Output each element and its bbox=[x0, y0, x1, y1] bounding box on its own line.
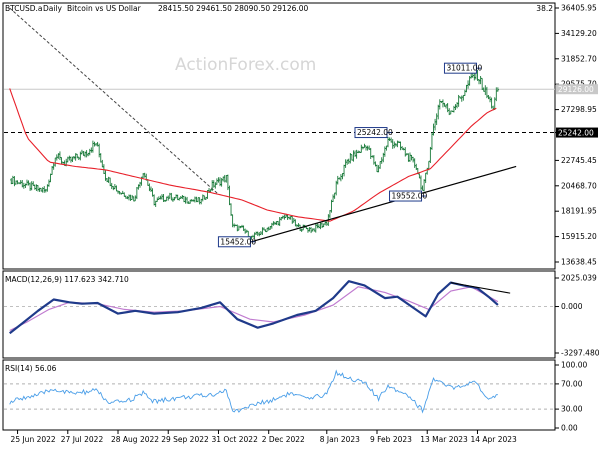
date-tick-label: 27 Jul 2022 bbox=[61, 435, 104, 444]
price-tick-label: 13638.45 bbox=[561, 258, 597, 267]
price-annotation: 15452.00 bbox=[217, 236, 256, 248]
annotation-label: 15452.00 bbox=[220, 237, 256, 246]
date-tick-label: 31 Oct 2022 bbox=[211, 435, 258, 444]
support-trendline bbox=[251, 165, 517, 243]
macd-title: MACD(12,26,9) 117.623 342.710 bbox=[5, 275, 129, 284]
annotation-box bbox=[443, 62, 477, 74]
date-tick-label: 2 Dec 2022 bbox=[262, 435, 305, 444]
macd-panel-frame bbox=[2, 270, 556, 359]
rsi-tick-label: 70.00 bbox=[561, 379, 583, 388]
date-tick-label: 8 Jan 2023 bbox=[320, 435, 360, 444]
price-tick-label: 27298.95 bbox=[561, 105, 597, 114]
price-tick-label: 20468.70 bbox=[561, 181, 597, 190]
price-tick-label: 15915.20 bbox=[561, 232, 597, 241]
price-tick-label: 22745.45 bbox=[561, 156, 597, 165]
header-ohlc: 28415.50 29461.50 28090.50 29126.00 bbox=[158, 4, 309, 13]
macd-divergence-line bbox=[450, 282, 511, 294]
macd-tick-label: 0.000 bbox=[561, 302, 583, 311]
price-annotation: 25242.00 bbox=[354, 127, 393, 139]
macd-line bbox=[9, 280, 499, 335]
rsi-tick-label: 30.00 bbox=[561, 405, 583, 414]
rsi-line bbox=[9, 369, 498, 414]
moving-average-line bbox=[9, 88, 497, 222]
watermark: ActionForex.com bbox=[175, 55, 316, 75]
rsi-panel-frame bbox=[2, 359, 556, 431]
date-tick-label: 9 Feb 2023 bbox=[370, 435, 412, 444]
rsi-title: RSI(14) 56.06 bbox=[5, 364, 57, 373]
date-axis: 25 Jun 2022 27 Jul 2022 28 Aug 2022 29 Sep … bbox=[11, 430, 517, 444]
annotation-label: 31011.00 bbox=[446, 64, 482, 73]
price-panel-frame bbox=[2, 2, 556, 270]
date-tick-label: 25 Jun 2022 bbox=[11, 435, 56, 444]
date-tick-label: 28 Aug 2022 bbox=[111, 435, 159, 444]
annotation-box bbox=[389, 190, 423, 202]
header-symbol: BTCUSD.a bbox=[5, 4, 43, 13]
date-tick-label: 13 Mar 2023 bbox=[420, 435, 468, 444]
price-plot: 31011.00 25242.00 19552.00 15452.00 bbox=[4, 7, 555, 248]
macd-tick-label: -3297.480 bbox=[561, 349, 600, 358]
ohlc-bar bbox=[496, 87, 500, 92]
price-annotation: 31011.00 bbox=[443, 62, 482, 74]
chart-header: BTCUSD.a Daily Bitcoin vs US Dollar 2841… bbox=[5, 4, 309, 13]
macd-tick-label: 2025.039 bbox=[561, 274, 597, 283]
rsi-tick-label: 0.00 bbox=[561, 424, 578, 433]
price-axis: 36405.95 34129.20 31852.70 29575.70 27298.95… bbox=[555, 4, 598, 267]
price-annotation: 19552.00 bbox=[389, 190, 428, 202]
rsi-plot: 100.00 70.00 30.00 0.00 bbox=[4, 361, 587, 433]
level-price-box bbox=[556, 127, 598, 138]
level-price-label: 25242.00 bbox=[558, 129, 594, 138]
header-corner-value: 38.2 bbox=[536, 4, 553, 13]
annotation-box bbox=[354, 127, 388, 139]
annotation-label: 25242.00 bbox=[357, 128, 393, 137]
date-tick-label: 14 Apr 2023 bbox=[470, 435, 517, 444]
price-tick-label: 34129.20 bbox=[561, 29, 597, 38]
price-tick-label: 29575.70 bbox=[561, 80, 597, 89]
current-price-label: 29126.00 bbox=[558, 85, 594, 94]
current-price-box bbox=[556, 84, 598, 95]
header-timeframe: Daily bbox=[43, 4, 63, 13]
annotation-label: 19552.00 bbox=[392, 192, 428, 201]
header-description: Bitcoin vs US Dollar bbox=[67, 4, 142, 13]
macd-plot: 2025.039 0.000 -3297.480 bbox=[4, 274, 600, 358]
price-tick-label: 31852.70 bbox=[561, 54, 597, 63]
rsi-tick-label: 100.00 bbox=[561, 361, 587, 370]
date-tick-label: 29 Sep 2022 bbox=[161, 435, 209, 444]
annotation-box bbox=[217, 236, 251, 248]
price-tick-label: 18191.95 bbox=[561, 207, 597, 216]
price-tick-label: 36405.95 bbox=[561, 4, 597, 13]
resistance-trendline bbox=[9, 7, 219, 195]
